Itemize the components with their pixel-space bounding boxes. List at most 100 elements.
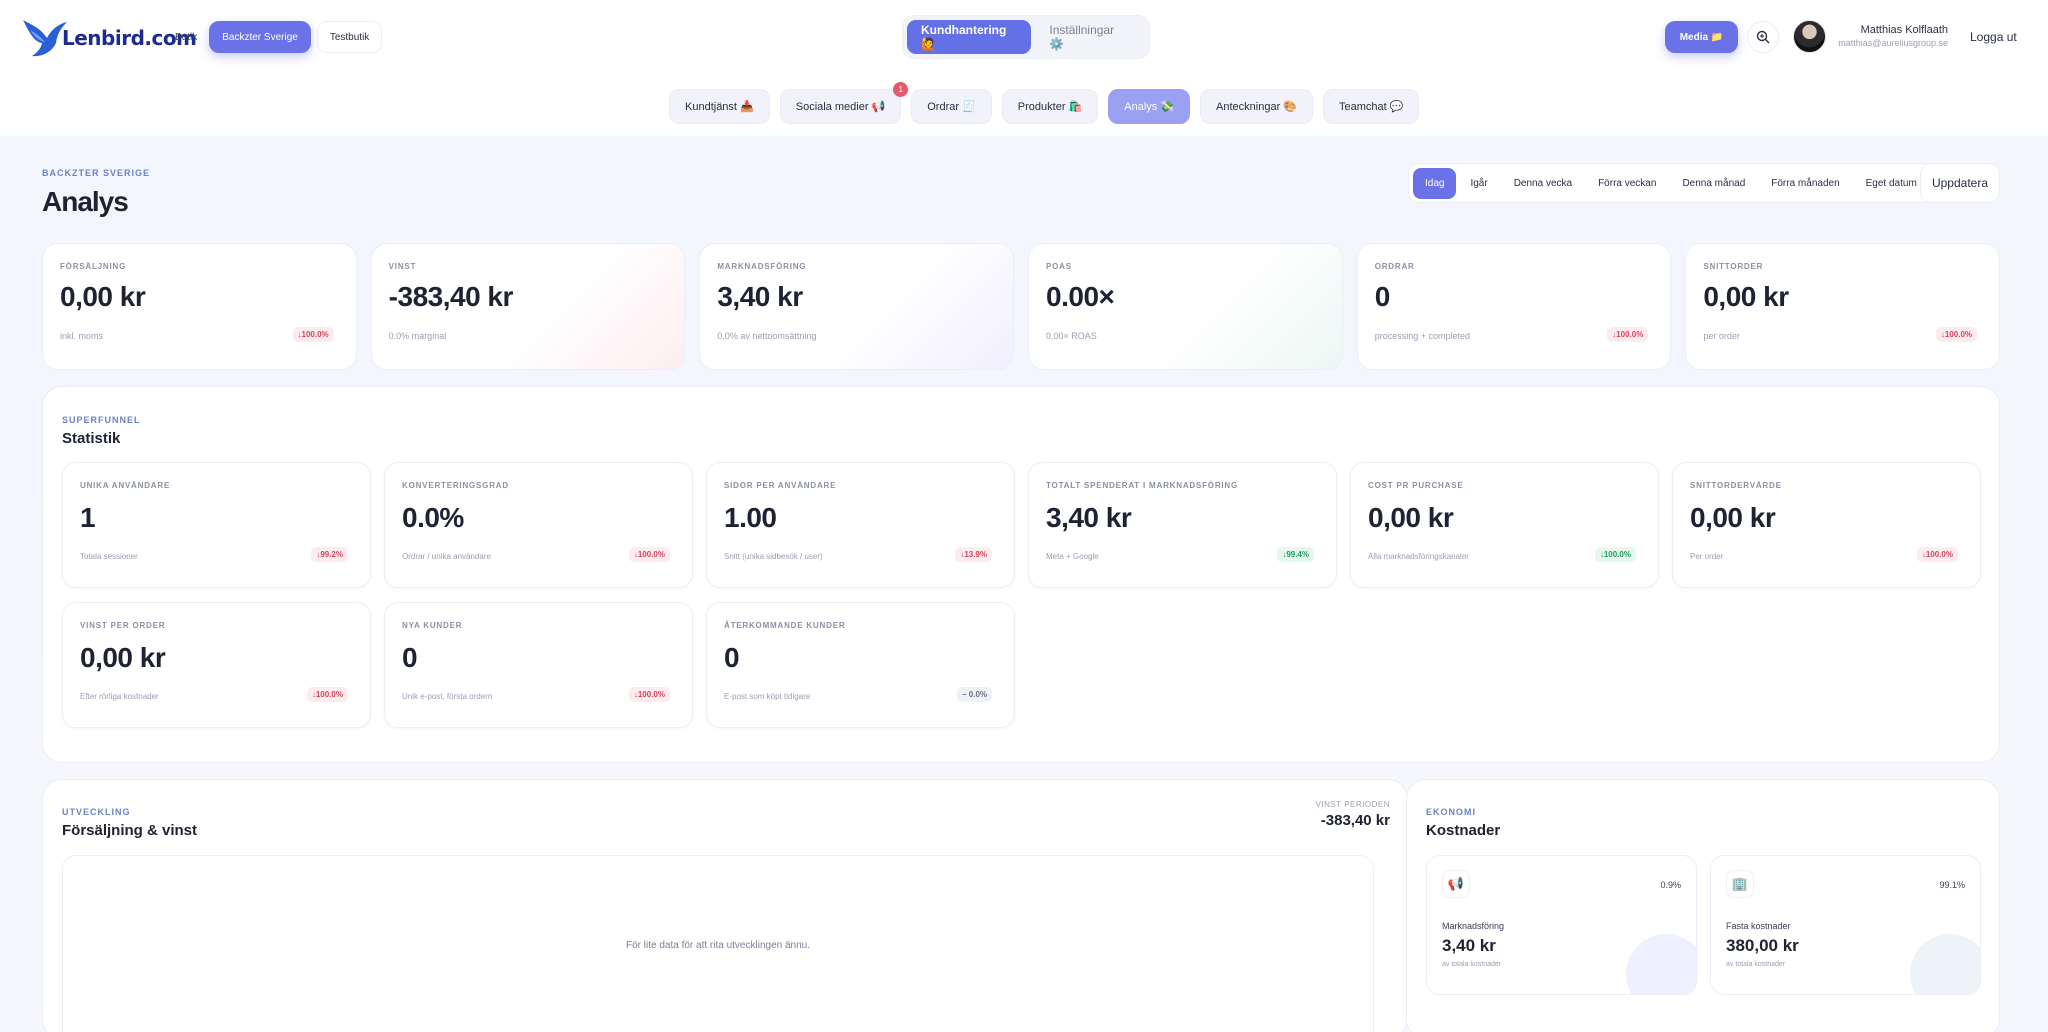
kpi-sub: per order [1703,331,1740,341]
stat-card-cost-pr-purchase: COST PR PURCHASE 0,00 kr Alla marknadsfö… [1350,462,1659,588]
section-eyebrow: UTVECKLING [62,807,131,817]
tab-anteckningar[interactable]: Anteckningar 🎨 [1200,89,1313,124]
kpi-card-marknadsforing: MARKNADSFÖRING 3,40 kr 0.0% av nettoomsä… [699,243,1015,370]
kpi-sub: 0.0% marginal [388,331,447,341]
stat-sub: E-post som köpt tidigare [724,692,811,701]
stat-delta-badge: ↓100.0% [1594,547,1636,562]
cost-cards: 📢 0.9% Marknadsföring 3,40 kr av totala … [1426,855,1981,995]
stat-delta-badge: – 0.0% [957,687,992,702]
logout-link[interactable]: Logga ut [1970,30,2017,44]
store-testbutik[interactable]: Testbutik [316,21,383,53]
kpi-label: MARKNADSFÖRING [717,262,807,271]
cost-sub: av totala kostnader [1726,961,1786,968]
kpi-card-forsaljning: FÖRSÄLJNING 0,00 kr inkl. moms ↓100.0% [42,243,357,370]
stat-label: NYA KUNDER [402,621,463,630]
kundhantering-button[interactable]: Kundhantering 🙋 [907,20,1032,54]
kpi-value: 0,00 kr [60,281,146,312]
stat-value: 0 [402,642,418,673]
stat-sub: Per order [1690,552,1724,561]
stat-grid: UNIKA ANVÄNDARE 1 Totala sessioner ↓99.2… [62,462,1981,728]
user-email: matthias@aureliusgroup.se [1838,38,1948,48]
stat-delta-badge: ↓100.0% [306,687,348,702]
tab-ordrar[interactable]: Ordrar 🧾 [911,89,992,124]
kpi-label: POAS [1046,262,1072,271]
section-eyebrow: SUPERFUNNEL [62,415,141,425]
tab-analys[interactable]: Analys 💸 [1108,89,1191,124]
range-igar[interactable]: Igår [1470,177,1488,189]
installningar-button[interactable]: Inställningar ⚙️ [1049,23,1115,51]
range-eget-datum[interactable]: Eget datum [1865,177,1917,189]
kpi-value: -383,40 kr [388,281,514,312]
stat-sub: Ordrar / unika användare [402,552,491,561]
cost-card-marknadsforing: 📢 0.9% Marknadsföring 3,40 kr av totala … [1426,855,1697,995]
cost-name: Fasta kostnader [1726,921,1791,931]
tab-label: Sociala medier 📢 [795,101,886,113]
stat-sub: Efter rörliga kostnader [80,692,159,701]
stat-sub: Meta + Google [1046,552,1099,561]
bird-logo-icon [23,20,67,57]
kpi-value: 3,40 kr [717,281,803,312]
kpi-sub: 0.00× ROAS [1046,331,1097,341]
kpi-delta-badge: ↓100.0% [1935,327,1978,342]
cost-percentage: 0.9% [1660,880,1681,890]
stat-value: 0.0% [402,502,464,533]
notification-badge: 1 [893,82,909,97]
kpi-label: ORDRAR [1374,262,1415,271]
stat-card-unika-anvandare: UNIKA ANVÄNDARE 1 Totala sessioner ↓99.2… [62,462,371,588]
superfunnel-panel: SUPERFUNNEL Statistik UNIKA ANVÄNDARE 1 … [42,386,2000,763]
logo-text: Lenbird.com [62,26,197,50]
range-forra-manaden[interactable]: Förra månaden [1771,177,1840,189]
stat-sub: Alla marknadsföringskanaler [1368,552,1469,561]
kpi-label: VINST [388,262,417,271]
kpi-value: 0 [1374,281,1391,312]
stat-card-totalt-spenderat: TOTALT SPENDERAT I MARKNADSFÖRING 3,40 k… [1028,462,1337,588]
office-building-icon: 🏢 [1726,870,1754,898]
range-forra-veckan[interactable]: Förra veckan [1598,177,1657,189]
main-section-toggle: Kundhantering 🙋 Inställningar ⚙️ [902,15,1150,59]
kpi-sub: inkl. moms [60,331,104,341]
stat-value: 0,00 kr [80,642,166,673]
stat-card-konverteringsgrad: KONVERTERINGSGRAD 0.0% Ordrar / unika an… [384,462,693,588]
costs-panel: EKONOMI Kostnader 📢 0.9% Marknadsföring … [1406,779,2000,1032]
stat-value: 1 [80,502,96,533]
date-range-selector: Idag Igår Denna vecka Förra veckan Denna… [1408,163,1934,203]
section-title: Statistik [62,430,121,447]
stat-label: COST PR PURCHASE [1368,481,1464,490]
zoom-search-button[interactable] [1747,21,1779,53]
user-avatar[interactable] [1793,20,1826,53]
sales-profit-chart: För lite data för att rita utvecklingen … [62,855,1374,1032]
tab-teamchat[interactable]: Teamchat 💬 [1323,89,1420,124]
kpi-card-snittorder: SNITTORDER 0,00 kr per order ↓100.0% [1685,243,2001,370]
tab-kundtjanst[interactable]: Kundtjänst 📥 [669,89,770,124]
cost-sub: av totala kostnader [1442,961,1502,968]
media-button[interactable]: Media 📁 [1665,21,1738,53]
stat-sub: Totala sessioner [80,552,138,561]
tab-sociala-medier[interactable]: Sociala medier 📢 1 [779,82,909,124]
cost-name: Marknadsföring [1442,921,1505,931]
range-denna-manad[interactable]: Denna månad [1682,177,1746,189]
user-name: Matthias Kolflaath [1860,24,1948,36]
kpi-label: SNITTORDER [1703,262,1764,271]
stat-label: SNITTORDERVÄRDE [1690,481,1782,490]
stat-label: VINST PER ORDER [80,621,166,630]
kpi-value: 0.00× [1046,281,1115,312]
refresh-button[interactable]: Uppdatera [1920,163,2000,203]
store-backzter-sverige[interactable]: Backzter Sverige [209,21,311,53]
tab-produkter[interactable]: Produkter 🛍️ [1001,89,1099,124]
store-label: Butik [175,31,198,43]
kpi-card-vinst: VINST -383,40 kr 0.0% marginal [370,243,686,370]
chart-empty-message: För lite data för att rita utvecklingen … [626,940,810,951]
stat-delta-badge: ↓100.0% [1916,547,1958,562]
stat-sub: Snitt (unika sidbesök / user) [724,552,823,561]
stat-card-aterkommande-kunder: ÅTERKOMMANDE KUNDER 0 E-post som köpt ti… [706,602,1015,728]
lenbird-logo[interactable]: Lenbird.com [20,12,197,62]
range-denna-vecka[interactable]: Denna vecka [1513,177,1573,189]
stat-card-nya-kunder: NYA KUNDER 0 Unik e-post, första ordern … [384,602,693,728]
kpi-delta-badge: ↓100.0% [1607,327,1649,342]
cost-card-fasta-kostnader: 🏢 99.1% Fasta kostnader 380,00 kr av tot… [1710,855,1981,995]
range-idag[interactable]: Idag [1413,167,1457,199]
development-panel: UTVECKLING Försäljning & vinst VINST PER… [42,779,1408,1032]
stat-delta-badge: ↓100.0% [628,687,670,702]
section-title: Kostnader [1426,822,1501,839]
stat-label: SIDOR PER ANVÄNDARE [724,481,837,490]
